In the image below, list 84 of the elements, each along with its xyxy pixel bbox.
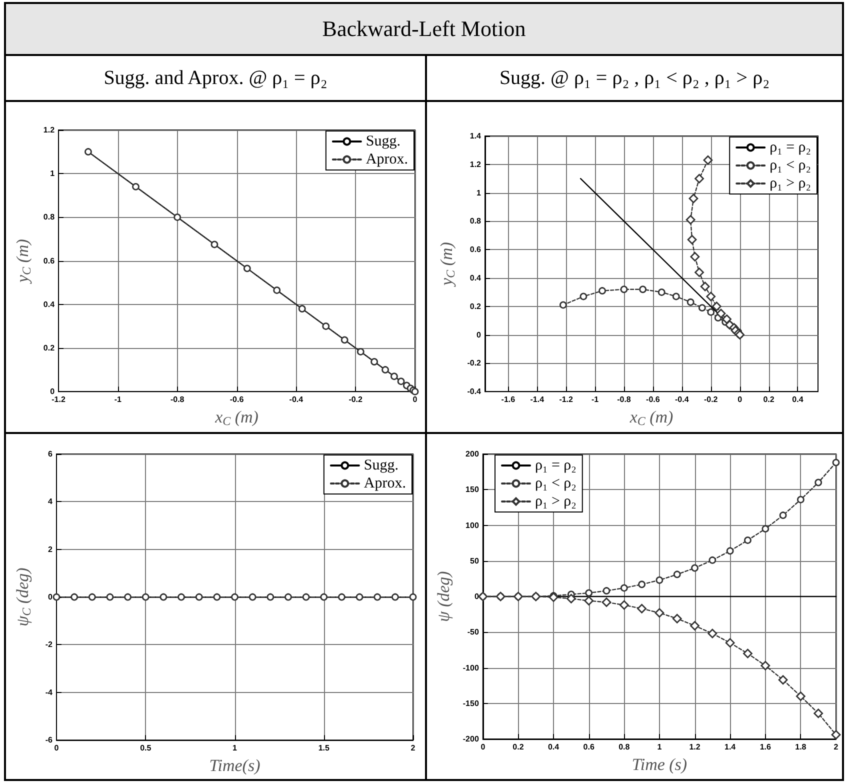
y-tick-label: 1.4 — [470, 132, 482, 140]
x-axis-title: Time (s) — [632, 754, 688, 774]
x-tick-label: 1.4 — [724, 742, 736, 752]
x-tick-label: -0.8 — [170, 395, 185, 404]
y-tick-label: 150 — [466, 485, 480, 494]
x-tick-label: 1.8 — [795, 742, 807, 752]
y-tick-label: 6 — [48, 450, 54, 458]
x-tick-label: 0 — [412, 395, 418, 404]
x-tick-label: -0.8 — [617, 395, 632, 404]
y-tick-label: -100 — [462, 663, 480, 672]
y-tick-label: 1 — [50, 169, 56, 178]
y-tick-label: 0.4 — [43, 300, 56, 309]
x-tick-label: -0.4 — [675, 395, 690, 404]
y-axis-title: yC (m) — [436, 242, 458, 288]
legend-label: ρ₁ = ρ₂ — [770, 140, 811, 156]
y-tick-label: -2 — [45, 640, 54, 650]
legend-label: Sugg. — [366, 134, 401, 150]
x-tick-label: 1.6 — [760, 742, 772, 752]
y-tick-label: 0.6 — [470, 245, 482, 254]
x-tick-label: 1.2 — [689, 742, 701, 752]
x-tick-label: 0.8 — [618, 742, 630, 752]
y-axis-title: ψ (deg) — [434, 570, 453, 622]
legend-label: ρ₁ < ρ₂ — [770, 158, 811, 174]
x-tick-label: -0.2 — [348, 395, 364, 404]
y-tick-label: -200 — [462, 734, 480, 744]
y-tick-label: 0 — [474, 592, 480, 601]
x-tick-label: 2 — [410, 744, 416, 753]
x-tick-label: 0.4 — [548, 742, 560, 752]
legend-label: ρ₁ > ρ₂ — [770, 176, 811, 192]
x-tick-label: 0.4 — [792, 395, 804, 404]
y-tick-label: 0.8 — [470, 216, 482, 226]
y-tick-label: -150 — [462, 698, 480, 708]
x-tick-label: 0.6 — [583, 742, 595, 752]
y-tick-label: 100 — [466, 520, 480, 530]
y-tick-label: 0 — [48, 592, 54, 602]
legend-label: ρ₁ = ρ₂ — [535, 458, 576, 474]
y-tick-label: 1 — [476, 188, 482, 198]
legend-label: ρ₁ > ρ₂ — [535, 494, 576, 510]
x-tick-label: 2 — [834, 742, 839, 752]
legend-label: Sugg. — [364, 458, 399, 474]
y-axis-title: ψC (deg) — [13, 567, 34, 626]
x-tick-label: -1.4 — [530, 395, 545, 404]
x-tick-label: -0.2 — [704, 395, 718, 404]
x-tick-label: 0.2 — [763, 395, 775, 404]
y-tick-label: -0.4 — [467, 387, 482, 396]
x-tick-label: -0.6 — [646, 395, 660, 404]
x-tick-label: -1.2 — [559, 395, 574, 404]
x-axis-title: Time(s) — [209, 756, 261, 775]
x-tick-label: -1.6 — [501, 395, 516, 404]
y-tick-label: -0.2 — [467, 358, 482, 368]
x-tick-label: -0.6 — [230, 395, 244, 404]
x-tick-label: -1 — [114, 395, 122, 404]
y-axis-title: yC (m) — [13, 238, 34, 284]
legend-label: ρ₁ < ρ₂ — [535, 476, 576, 492]
y-tick-label: 0 — [50, 387, 56, 396]
chart-subtitle: Sugg. @ ρ₁ = ρ₂ , ρ₁ < ρ₂ , ρ₁ > ρ₂ — [427, 56, 842, 102]
y-tick-label: 0.6 — [43, 256, 56, 266]
x-tick-label: 0.2 — [512, 742, 524, 752]
y-tick-label: -50 — [467, 628, 480, 637]
y-tick-label: 1.2 — [43, 126, 56, 134]
chart-subtitle: Sugg. and Aprox. @ ρ₁ = ρ₂ — [6, 56, 425, 102]
legend-label: Aprox. — [364, 476, 406, 492]
y-tick-label: -4 — [45, 688, 54, 697]
x-tick-label: 0 — [738, 395, 743, 404]
y-tick-label: 200 — [466, 450, 480, 458]
x-tick-label: 0.5 — [140, 744, 152, 753]
x-tick-label: 1 — [657, 742, 662, 752]
y-tick-label: 0 — [476, 330, 482, 340]
y-tick-label: 4 — [48, 497, 54, 506]
y-tick-label: 0.4 — [470, 274, 482, 282]
x-tick-label: -1 — [591, 395, 600, 404]
x-tick-label: -1.2 — [52, 395, 66, 404]
y-tick-label: 0.2 — [43, 344, 56, 352]
legend-label: Aprox. — [366, 152, 408, 168]
chart-title: Backward-Left Motion — [6, 4, 842, 56]
y-tick-label: 1.2 — [470, 160, 482, 169]
x-tick-label: 1.5 — [318, 744, 330, 753]
y-tick-label: 2 — [48, 544, 54, 554]
x-tick-label: 1 — [232, 744, 238, 753]
y-tick-label: 50 — [470, 556, 480, 566]
y-tick-label: 0.2 — [470, 302, 482, 311]
y-tick-label: 0.8 — [43, 212, 56, 222]
y-tick-label: -6 — [45, 736, 54, 745]
x-tick-label: -0.4 — [289, 395, 304, 404]
